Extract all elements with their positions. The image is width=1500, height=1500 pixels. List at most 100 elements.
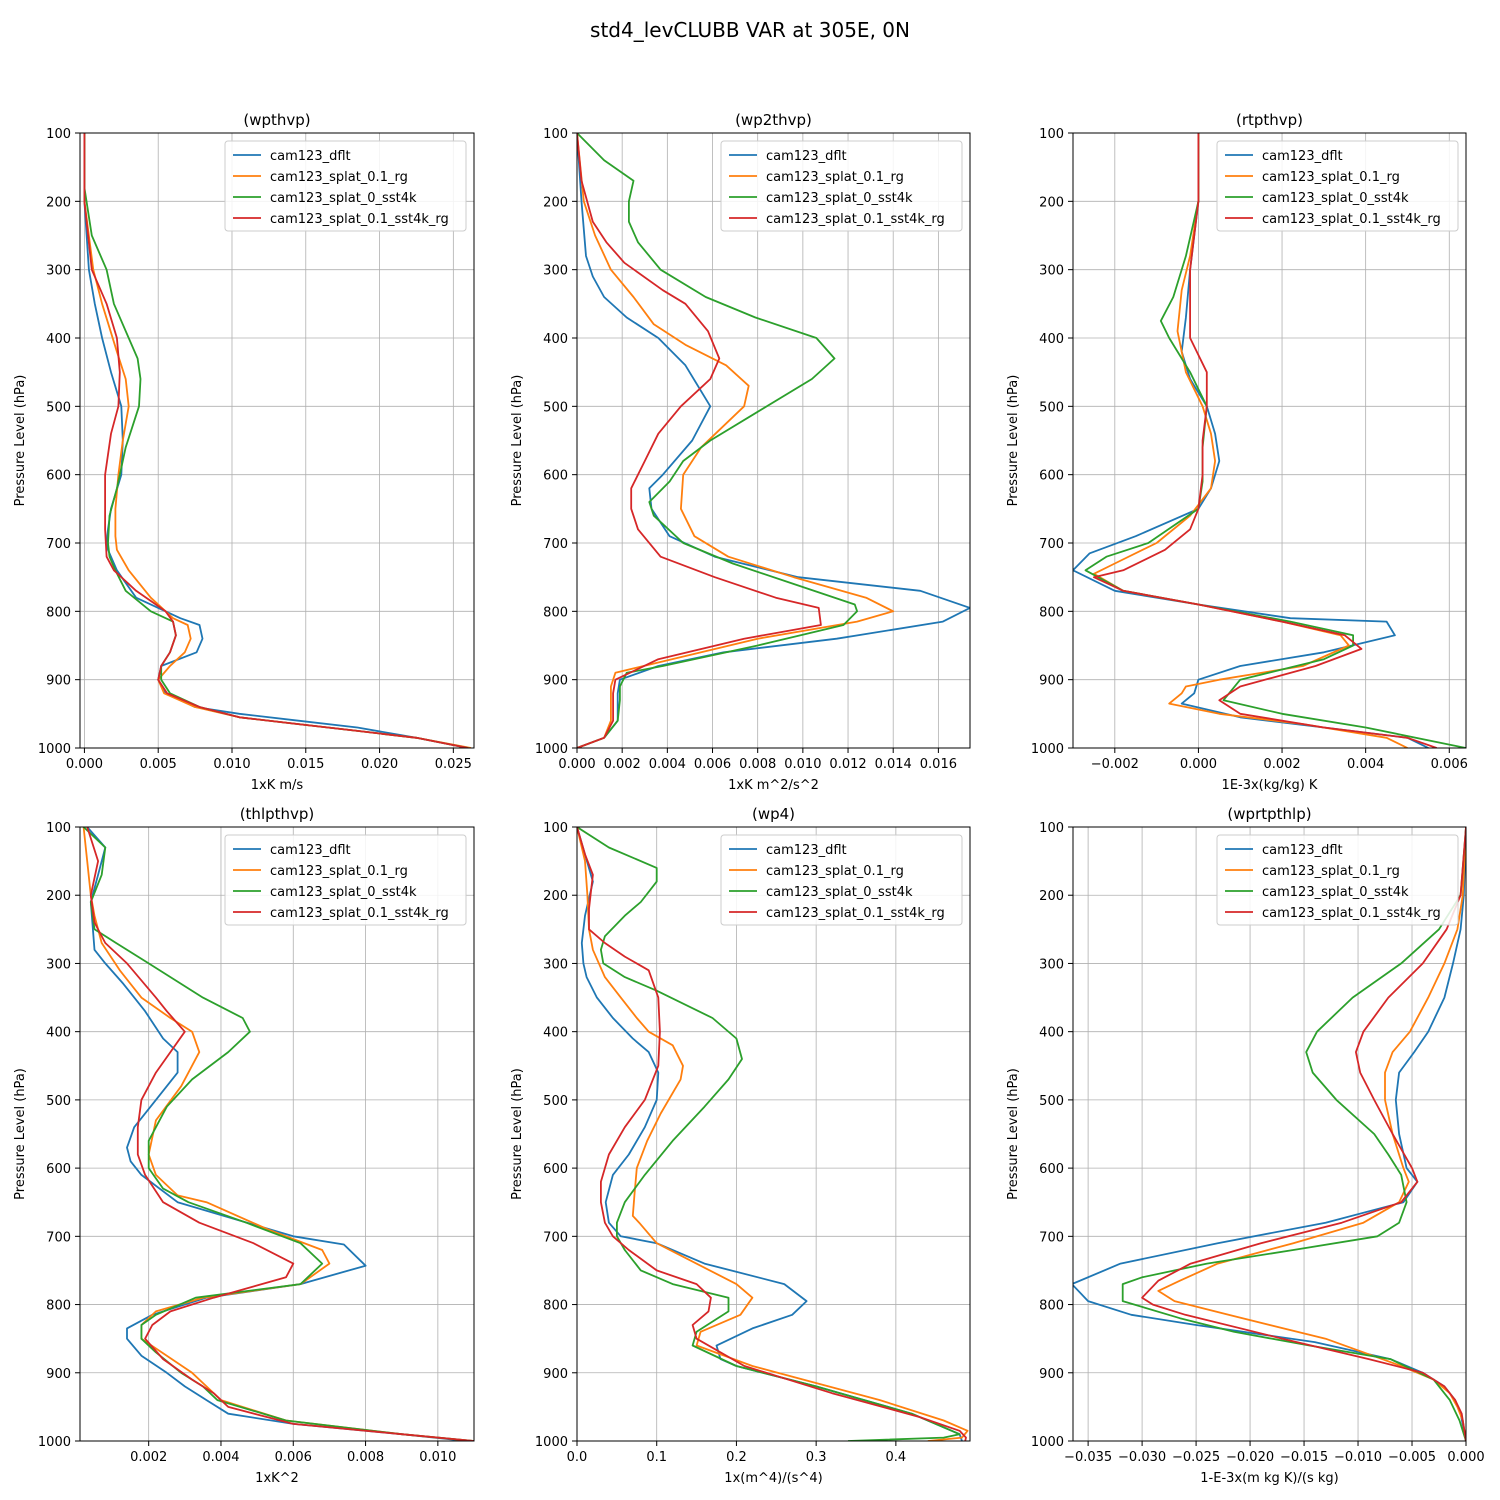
legend-entry-label: cam123_splat_0_sst4k <box>766 191 913 206</box>
axes-frame <box>79 826 475 1442</box>
y-tick-label: 400 <box>1039 1026 1064 1041</box>
y-tick-label: 800 <box>46 1299 71 1314</box>
y-tick-label: 300 <box>1039 264 1064 279</box>
y-tick-label: 1000 <box>38 1435 71 1450</box>
x-axis-label: 1E-3x(kg/kg) K <box>1222 778 1318 793</box>
y-axis-label: Pressure Level (hPa) <box>1006 1068 1021 1200</box>
legend-entry-label: cam123_splat_0.1_sst4k_rg <box>1262 212 1441 227</box>
x-tick-label: 0.020 <box>361 757 398 772</box>
legend-entry-label: cam123_splat_0_sst4k <box>766 885 913 900</box>
y-tick-label: 200 <box>1039 889 1064 904</box>
y-tick-label: 1000 <box>535 1435 568 1450</box>
x-tick-label: −0.035 <box>1064 1450 1112 1465</box>
series-line-cam123_splat_0_sst4k <box>1121 827 1466 1441</box>
series-line-cam123_dflt <box>1073 827 1466 1441</box>
legend-entry-label: cam123_splat_0.1_sst4k_rg <box>270 906 449 921</box>
x-tick-label: 0.012 <box>829 757 866 772</box>
y-tick-label: 700 <box>46 537 71 552</box>
x-tick-label: 0.000 <box>1180 757 1217 772</box>
y-tick-label: 400 <box>1039 332 1064 347</box>
x-tick-label: 0.000 <box>66 757 103 772</box>
y-tick-label: 600 <box>543 469 568 484</box>
x-tick-label: 0.006 <box>1431 757 1468 772</box>
x-tick-label: −0.020 <box>1226 1450 1274 1465</box>
legend-entry-label: cam123_splat_0_sst4k <box>1262 885 1409 900</box>
y-tick-label: 600 <box>1039 469 1064 484</box>
y-tick-label: 500 <box>46 1094 71 1109</box>
x-tick-label: 0.004 <box>649 757 686 772</box>
x-tick-label: −0.002 <box>1091 757 1139 772</box>
x-tick-label: 0.000 <box>558 757 595 772</box>
y-tick-label: 200 <box>46 195 71 210</box>
y-tick-label: 700 <box>543 1230 568 1245</box>
y-tick-label: 400 <box>543 1026 568 1041</box>
y-tick-label: 500 <box>543 400 568 415</box>
y-tick-label: 400 <box>543 332 568 347</box>
y-tick-label: 800 <box>543 1299 568 1314</box>
legend-entry-label: cam123_splat_0.1_rg <box>270 864 408 879</box>
x-tick-label: 0.025 <box>435 757 472 772</box>
y-tick-label: 1000 <box>535 742 568 757</box>
legend-entry-label: cam123_dflt <box>1262 149 1343 164</box>
x-axis-label: 1x(m^4)/(s^4) <box>724 1471 822 1486</box>
x-tick-label: −0.030 <box>1118 1450 1166 1465</box>
x-tick-label: 0.008 <box>739 757 776 772</box>
y-tick-label: 900 <box>1039 1367 1064 1382</box>
legend-entry-label: cam123_splat_0_sst4k <box>270 885 417 900</box>
legend-entry-label: cam123_splat_0.1_sst4k_rg <box>766 906 945 921</box>
subplot-title: (rtpthvp) <box>1236 111 1303 129</box>
x-tick-label: 0.010 <box>419 1450 456 1465</box>
legend-entry-label: cam123_dflt <box>270 843 351 858</box>
x-axis-label: 1xK m/s <box>251 778 304 793</box>
subplot-title: (wp4) <box>752 805 795 823</box>
y-tick-label: 1000 <box>38 742 71 757</box>
legend-entry-label: cam123_dflt <box>1262 843 1343 858</box>
y-tick-label: 800 <box>46 605 71 620</box>
x-tick-label: −0.010 <box>1334 1450 1382 1465</box>
series-line-cam123_splat_0.1_rg <box>82 827 474 1441</box>
x-tick-label: 0.014 <box>875 757 912 772</box>
y-tick-label: 700 <box>1039 1230 1064 1245</box>
legend-entry-label: cam123_dflt <box>766 843 847 858</box>
series-line-cam123_dflt <box>577 133 970 748</box>
legend: cam123_dflt cam123_splat_0.1_rg cam123_spl… <box>720 140 963 232</box>
x-tick-label: −0.025 <box>1172 1450 1220 1465</box>
y-tick-label: 200 <box>46 889 71 904</box>
figure-title: std4_levCLUBB VAR at 305E, 0N <box>590 18 910 42</box>
y-tick-label: 600 <box>1039 1162 1064 1177</box>
series-line-cam123_splat_0_sst4k <box>1084 133 1466 748</box>
y-tick-label: 300 <box>1039 957 1064 972</box>
y-tick-label: 900 <box>46 1367 71 1382</box>
y-tick-label: 100 <box>46 127 71 142</box>
y-axis-label: Pressure Level (hPa) <box>13 375 28 507</box>
y-tick-label: 500 <box>1039 400 1064 415</box>
series-line-cam123_splat_0.1_sst4k_rg <box>1093 133 1437 748</box>
y-tick-label: 1000 <box>1031 1435 1064 1450</box>
legend-box <box>1216 140 1459 232</box>
legend-entry-label: cam123_splat_0_sst4k <box>1262 191 1409 206</box>
y-tick-label: 1000 <box>1031 742 1064 757</box>
x-tick-label: 0.000 <box>1447 1450 1484 1465</box>
x-tick-label: 0.006 <box>694 757 731 772</box>
subplot-1: 0.000 0.005 0.010 0.015 0.020 0.025 100 200 300 4… <box>13 111 475 793</box>
legend-box <box>224 140 467 232</box>
legend-box <box>1216 834 1459 926</box>
y-tick-label: 900 <box>543 1367 568 1382</box>
x-tick-label: 0.010 <box>213 757 250 772</box>
x-tick-label: 0.002 <box>604 757 641 772</box>
x-tick-label: −0.005 <box>1388 1450 1436 1465</box>
legend-entry-label: cam123_splat_0.1_rg <box>766 170 904 185</box>
y-tick-label: 600 <box>46 469 71 484</box>
legend: cam123_dflt cam123_splat_0.1_rg cam123_spl… <box>224 834 467 926</box>
x-tick-label: 0.1 <box>646 1450 667 1465</box>
y-axis-label: Pressure Level (hPa) <box>510 1068 525 1200</box>
legend-entry-label: cam123_splat_0.1_rg <box>270 170 408 185</box>
legend: cam123_dflt cam123_splat_0.1_rg cam123_spl… <box>720 834 963 926</box>
y-tick-label: 800 <box>543 605 568 620</box>
legend-entry-label: cam123_dflt <box>766 149 847 164</box>
y-tick-label: 500 <box>46 400 71 415</box>
y-tick-label: 400 <box>46 332 71 347</box>
y-tick-label: 500 <box>543 1094 568 1109</box>
series-line-cam123_splat_0.1_sst4k_rg <box>83 133 469 748</box>
y-tick-label: 100 <box>543 821 568 836</box>
